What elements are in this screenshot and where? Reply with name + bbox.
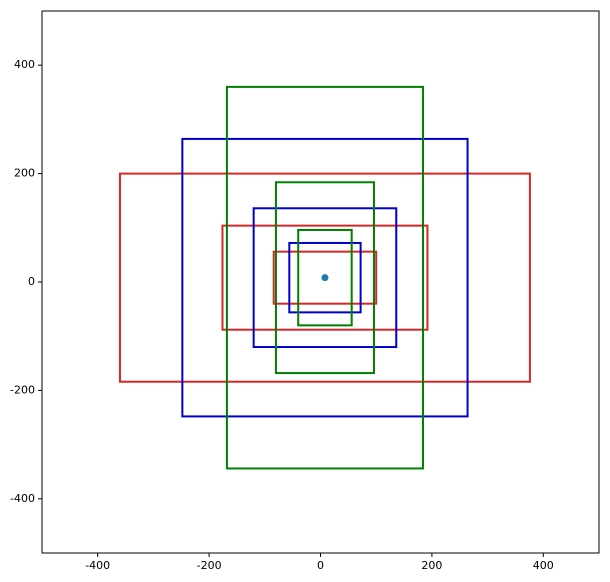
anchor-box [272,250,378,305]
x-tick-label: 400 [533,559,554,572]
anchor-box [297,228,353,327]
anchor-box [288,241,362,314]
anchor-box [252,207,398,349]
anchor-box [225,85,424,470]
plot-frame [41,10,600,554]
y-tick-label: 400 [14,58,35,71]
center-point [321,274,329,282]
y-tick-label: 0 [28,275,35,288]
anchor-box [118,172,531,383]
x-tick-label: -200 [197,559,222,572]
x-tick-label: 200 [421,559,442,572]
anchor-box [274,181,375,375]
x-tick-label: 0 [317,559,324,572]
y-tick-label: -400 [10,492,35,505]
y-tick-label: 200 [14,167,35,180]
x-tick-label: -400 [85,559,110,572]
anchor-box [221,224,429,331]
y-tick-label: -200 [10,383,35,396]
anchor-box [181,137,469,418]
